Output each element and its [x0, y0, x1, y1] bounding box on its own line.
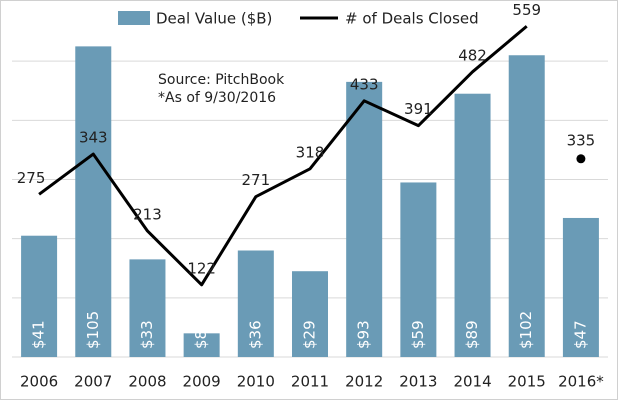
bar — [237, 250, 274, 357]
bar-value-label: $33 — [138, 320, 156, 349]
x-tick-label: 2012 — [345, 373, 383, 391]
bar — [183, 333, 220, 357]
bar-value-label: $8 — [192, 330, 210, 349]
bar — [21, 235, 58, 357]
bar — [562, 217, 599, 357]
line-value-label: 213 — [133, 205, 162, 223]
bar — [346, 81, 383, 357]
line-value-label: 433 — [350, 75, 379, 93]
line-value-label: 343 — [79, 129, 108, 147]
x-tick-label: 2015 — [508, 373, 546, 391]
bar — [400, 182, 437, 357]
bar-value-label: $29 — [301, 320, 319, 349]
line-value-label: 482 — [458, 46, 487, 64]
bar-value-label: $59 — [409, 320, 427, 349]
bar — [292, 271, 328, 357]
x-tick-label: 2010 — [237, 373, 275, 391]
x-tick-label: 2007 — [74, 373, 112, 391]
line-value-label: 271 — [241, 171, 270, 189]
bar — [75, 46, 112, 357]
bar-value-label: $47 — [571, 320, 589, 349]
line-value-label: 391 — [404, 100, 433, 118]
bar-value-label: $105 — [84, 311, 102, 349]
x-tick-label: 2008 — [128, 373, 166, 391]
line-value-label: 275 — [17, 169, 46, 187]
bar-value-label: $41 — [30, 320, 48, 349]
annotation: *As of 9/30/2016 — [158, 90, 276, 106]
bar — [454, 93, 491, 357]
marker — [576, 154, 586, 164]
x-tick-label: 2009 — [183, 373, 221, 391]
bar-value-label: $89 — [463, 320, 481, 349]
bar — [129, 259, 166, 357]
bar-value-label: $93 — [355, 320, 373, 349]
x-tick-label: 2006 — [20, 373, 58, 391]
line-value-label: 559 — [512, 1, 541, 19]
bar — [508, 55, 545, 357]
annotation: Source: PitchBook — [158, 72, 285, 88]
bar-value-label: $36 — [246, 320, 264, 349]
x-tick-label: 2011 — [291, 373, 329, 391]
line-value-label: 318 — [296, 143, 325, 161]
legend-label: Deal Value ($B) — [156, 10, 272, 28]
bar-value-label: $102 — [517, 311, 535, 349]
legend-swatch — [118, 11, 150, 25]
x-tick-label: 2013 — [399, 373, 437, 391]
marker-value-label: 335 — [567, 131, 596, 149]
line-value-label: 122 — [187, 259, 216, 277]
legend-label: # of Deals Closed — [345, 10, 479, 28]
line — [38, 25, 528, 287]
x-tick-label: 2014 — [453, 373, 491, 391]
x-tick-label: 2016* — [558, 373, 604, 391]
